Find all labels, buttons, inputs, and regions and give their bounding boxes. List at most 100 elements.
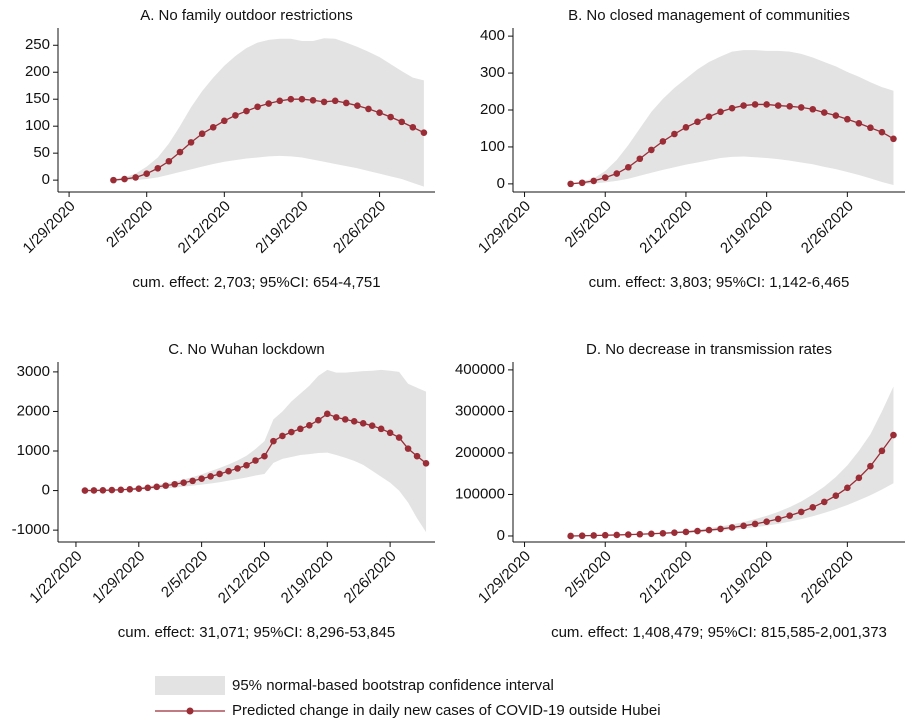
- prediction-point: [601, 531, 609, 539]
- x-tick-label: 2/26/2020: [330, 198, 389, 257]
- prediction-point: [774, 102, 782, 109]
- prediction-point: [878, 447, 886, 455]
- legend-band-swatch: [155, 676, 225, 695]
- prediction-point: [387, 113, 394, 121]
- prediction-point: [207, 473, 214, 480]
- prediction-point: [728, 524, 736, 531]
- prediction-point: [590, 177, 598, 185]
- prediction-point: [180, 479, 187, 486]
- prediction-point: [867, 462, 874, 470]
- prediction-point: [332, 414, 340, 421]
- x-tick-label: 2/12/2020: [175, 198, 234, 257]
- prediction-point: [143, 170, 151, 177]
- x-tick-label: 2/12/2020: [636, 198, 695, 257]
- x-tick-label: 2/26/2020: [798, 198, 857, 257]
- prediction-point: [694, 527, 701, 535]
- x-tick-label: 2/12/2020: [636, 548, 695, 607]
- x-tick-label: 2/26/2020: [798, 548, 857, 607]
- prediction-point: [682, 528, 690, 536]
- panel-note: cum. effect: 3,803; 95%CI: 1,142-6,465: [589, 274, 850, 291]
- prediction-point: [368, 422, 376, 429]
- prediction-point: [165, 157, 173, 165]
- y-tick-label: 300: [480, 64, 505, 81]
- prediction-point: [786, 103, 794, 110]
- prediction-point: [728, 104, 736, 112]
- y-tick-label: 0: [42, 482, 50, 499]
- prediction-point: [320, 98, 328, 106]
- prediction-point: [624, 163, 632, 171]
- prediction-point: [309, 96, 317, 104]
- prediction-point: [624, 531, 632, 538]
- prediction-point: [297, 425, 304, 433]
- x-tick-label: 2/26/2020: [341, 548, 400, 607]
- prediction-point: [209, 123, 217, 131]
- prediction-point: [261, 452, 268, 460]
- prediction-point: [377, 425, 385, 433]
- y-tick-label: 1000: [17, 442, 50, 459]
- y-tick-label: 200000: [455, 444, 505, 461]
- prediction-point: [809, 105, 817, 113]
- prediction-point: [740, 102, 747, 109]
- panel-note: cum. effect: 1,408,479; 95%CI: 815,585-2…: [551, 624, 887, 641]
- prediction-point: [740, 522, 747, 530]
- prediction-point: [287, 95, 295, 103]
- prediction-point: [567, 532, 574, 540]
- prediction-point: [413, 452, 421, 460]
- y-tick-label: 2000: [17, 402, 50, 419]
- y-tick-label: 50: [33, 144, 50, 161]
- prediction-point: [135, 485, 143, 492]
- prediction-point: [376, 109, 383, 116]
- prediction-point: [153, 483, 161, 491]
- prediction-point: [341, 416, 349, 423]
- prediction-point: [99, 487, 107, 494]
- prediction-point: [820, 498, 828, 506]
- prediction-point: [395, 434, 403, 441]
- prediction-point: [671, 130, 678, 138]
- prediction-point: [132, 174, 139, 181]
- prediction-point: [331, 97, 339, 105]
- prediction-point: [306, 421, 313, 429]
- prediction-point: [878, 128, 886, 136]
- prediction-point: [276, 97, 284, 105]
- y-tick-label: 200: [25, 63, 50, 80]
- prediction-point: [288, 428, 295, 436]
- prediction-point: [590, 532, 598, 539]
- prediction-point: [225, 467, 232, 475]
- prediction-point: [187, 139, 195, 146]
- prediction-point: [844, 484, 851, 492]
- prediction-point: [705, 526, 713, 534]
- y-tick-label: 200: [480, 101, 505, 118]
- prediction-point: [162, 482, 170, 489]
- prediction-point: [694, 118, 701, 126]
- y-tick-label: 150: [25, 90, 50, 107]
- prediction-point: [890, 431, 897, 439]
- legend-line-label: Predicted change in daily new cases of C…: [232, 702, 661, 719]
- y-tick-label: 300000: [455, 402, 505, 419]
- y-tick-label: 0: [42, 171, 50, 188]
- prediction-point: [323, 410, 331, 418]
- prediction-point: [216, 470, 223, 478]
- prediction-point: [270, 437, 277, 445]
- x-tick-label: 2/5/2020: [562, 548, 615, 601]
- prediction-point: [717, 525, 724, 533]
- prediction-point: [252, 457, 259, 464]
- prediction-point: [820, 109, 828, 116]
- prediction-point: [648, 146, 655, 154]
- x-tick-label: 2/5/2020: [103, 198, 156, 251]
- prediction-point: [832, 492, 840, 500]
- prediction-point: [265, 100, 272, 107]
- prediction-point: [855, 119, 863, 127]
- prediction-point: [144, 484, 152, 492]
- confidence-band: [84, 369, 427, 533]
- x-tick-label: 2/12/2020: [215, 548, 274, 607]
- prediction-point: [198, 475, 205, 483]
- y-tick-label: 100: [480, 138, 505, 155]
- prediction-point: [315, 416, 322, 424]
- confidence-band: [113, 38, 424, 187]
- prediction-point: [354, 102, 361, 109]
- y-tick-label: 400000: [455, 361, 505, 378]
- prediction-point: [763, 518, 770, 525]
- y-tick-label: 3000: [17, 363, 50, 380]
- prediction-point: [855, 474, 863, 482]
- legend-band-label: 95% normal-based bootstrap confidence in…: [232, 677, 554, 694]
